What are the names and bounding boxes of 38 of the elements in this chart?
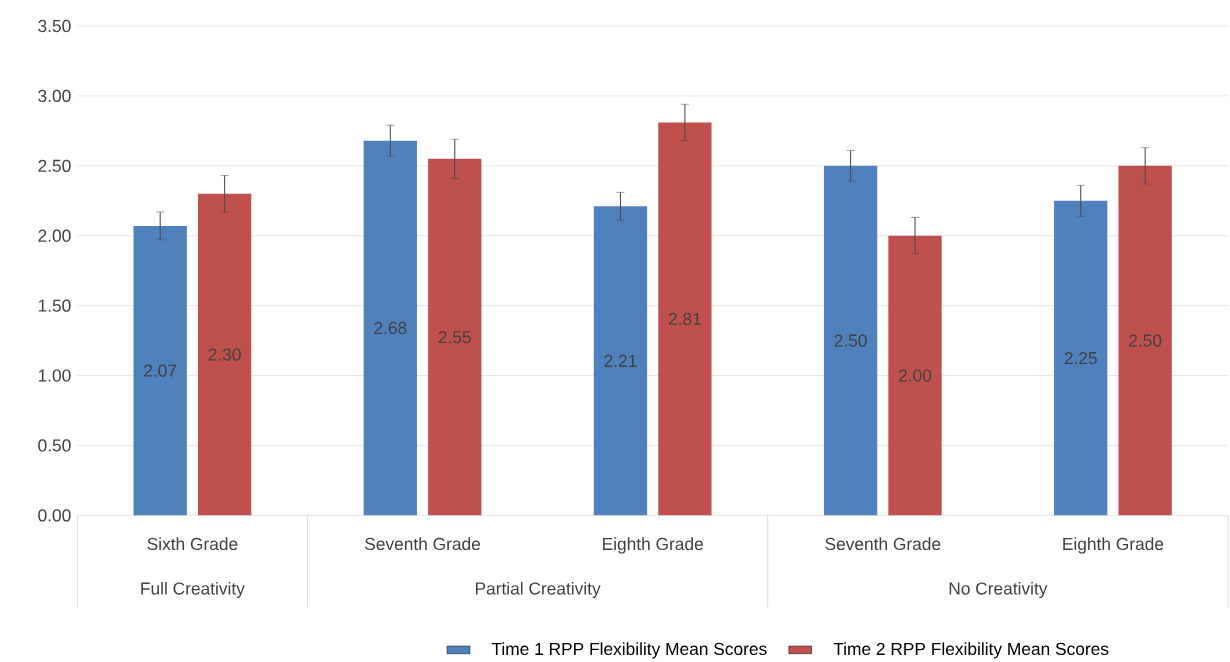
y-tick-label: 2.00 <box>38 229 71 242</box>
legend-label: Time 2 RPP Flexibility Mean Scores <box>833 642 1109 659</box>
bar <box>1118 165 1172 516</box>
x-tick-label: Seventh Grade <box>825 537 941 551</box>
bar <box>197 193 252 516</box>
data-label: 2.21 <box>604 354 637 367</box>
y-tick-label: 3.00 <box>38 89 71 103</box>
y-tick-label: 1.50 <box>38 299 71 312</box>
data-label: 2.68 <box>374 321 407 335</box>
x-tick-label: Eighth Grade <box>1063 537 1164 554</box>
text: Partial Creativity <box>475 581 601 599</box>
bar <box>658 122 712 516</box>
x-tick-label: Seventh Grade <box>365 537 481 551</box>
y-tick-label: 1.00 <box>38 369 71 382</box>
bar <box>823 165 878 516</box>
bar <box>133 225 187 516</box>
data-label: 2.81 <box>668 312 701 326</box>
bar <box>428 158 482 516</box>
x-tick-label: Sixth Grade <box>147 537 238 551</box>
bar <box>888 235 942 516</box>
data-label: 2.00 <box>899 369 932 382</box>
bar <box>593 206 648 516</box>
bar <box>1054 200 1108 516</box>
data-label: 2.07 <box>144 364 177 377</box>
data-label: 2.55 <box>438 330 471 344</box>
y-tick-label: 0.50 <box>38 439 71 452</box>
x-tick-label: Eighth Grade <box>603 537 703 554</box>
data-label: 2.25 <box>1064 351 1097 365</box>
text: Full Creativity <box>141 581 245 599</box>
legend-label: Time 1 RPP Flexibility Mean Scores <box>491 642 767 659</box>
bar <box>363 140 417 516</box>
y-tick-label: 3.50 <box>38 19 71 33</box>
y-tick-label: 0.00 <box>38 509 71 522</box>
y-tick-label: 2.50 <box>38 159 71 172</box>
data-label: 2.50 <box>834 334 867 347</box>
data-label: 2.50 <box>1129 334 1162 347</box>
data-label: 2.30 <box>208 348 241 361</box>
text: No Creativity <box>949 581 1048 599</box>
